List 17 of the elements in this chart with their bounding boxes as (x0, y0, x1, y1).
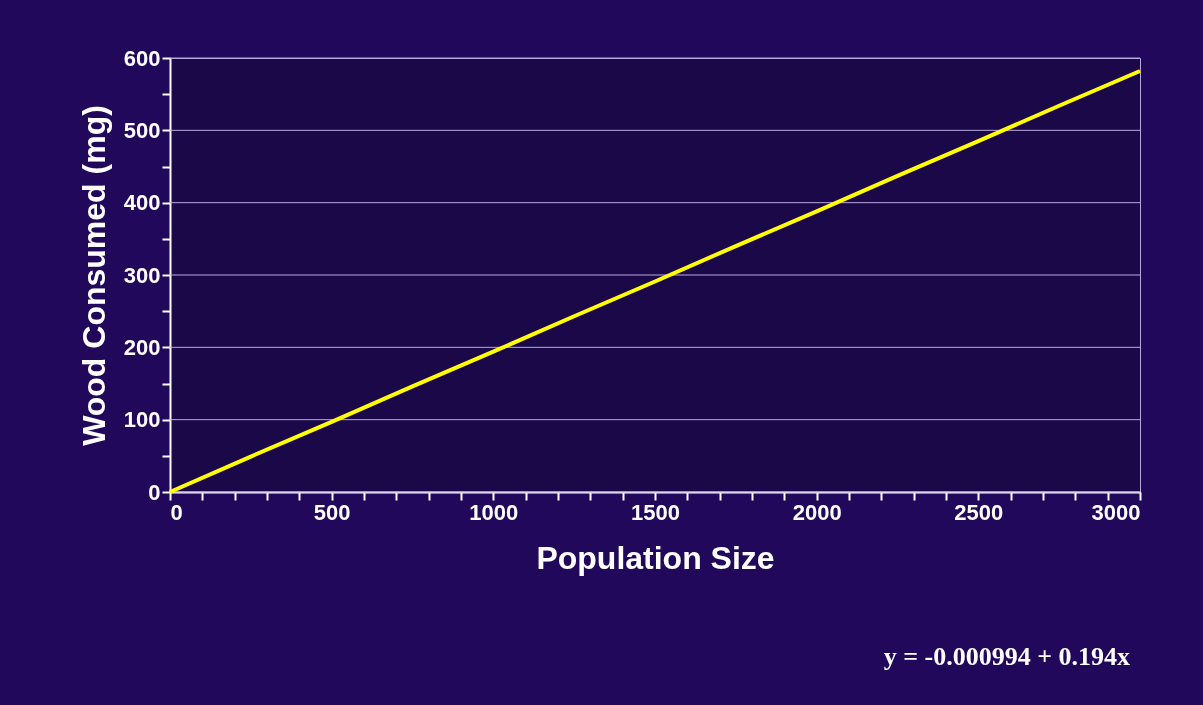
x-tick-label: 0 (170, 499, 183, 525)
x-tick-label: 1000 (469, 499, 519, 525)
y-tick-label: 300 (123, 262, 161, 288)
x-tick-label: 3000 (1091, 499, 1141, 525)
x-axis-title: Population Size (536, 539, 775, 576)
x-tick-label: 1500 (631, 499, 680, 525)
x-tick-label: 2000 (792, 499, 842, 525)
x-tick-label: 500 (313, 499, 351, 525)
y-tick-label: 400 (123, 190, 161, 216)
y-tick-label: 600 (123, 45, 161, 71)
x-tick-label: 2500 (954, 499, 1004, 525)
text: y = -0.000994 + 0.194x (883, 642, 1130, 671)
y-tick-label: 200 (123, 334, 161, 360)
y-tick-label: 0 (148, 479, 161, 505)
y-tick-label: 100 (123, 407, 161, 433)
y-axis-title: Wood Consumed (mg) (75, 105, 112, 446)
y-tick-label: 500 (123, 117, 161, 143)
